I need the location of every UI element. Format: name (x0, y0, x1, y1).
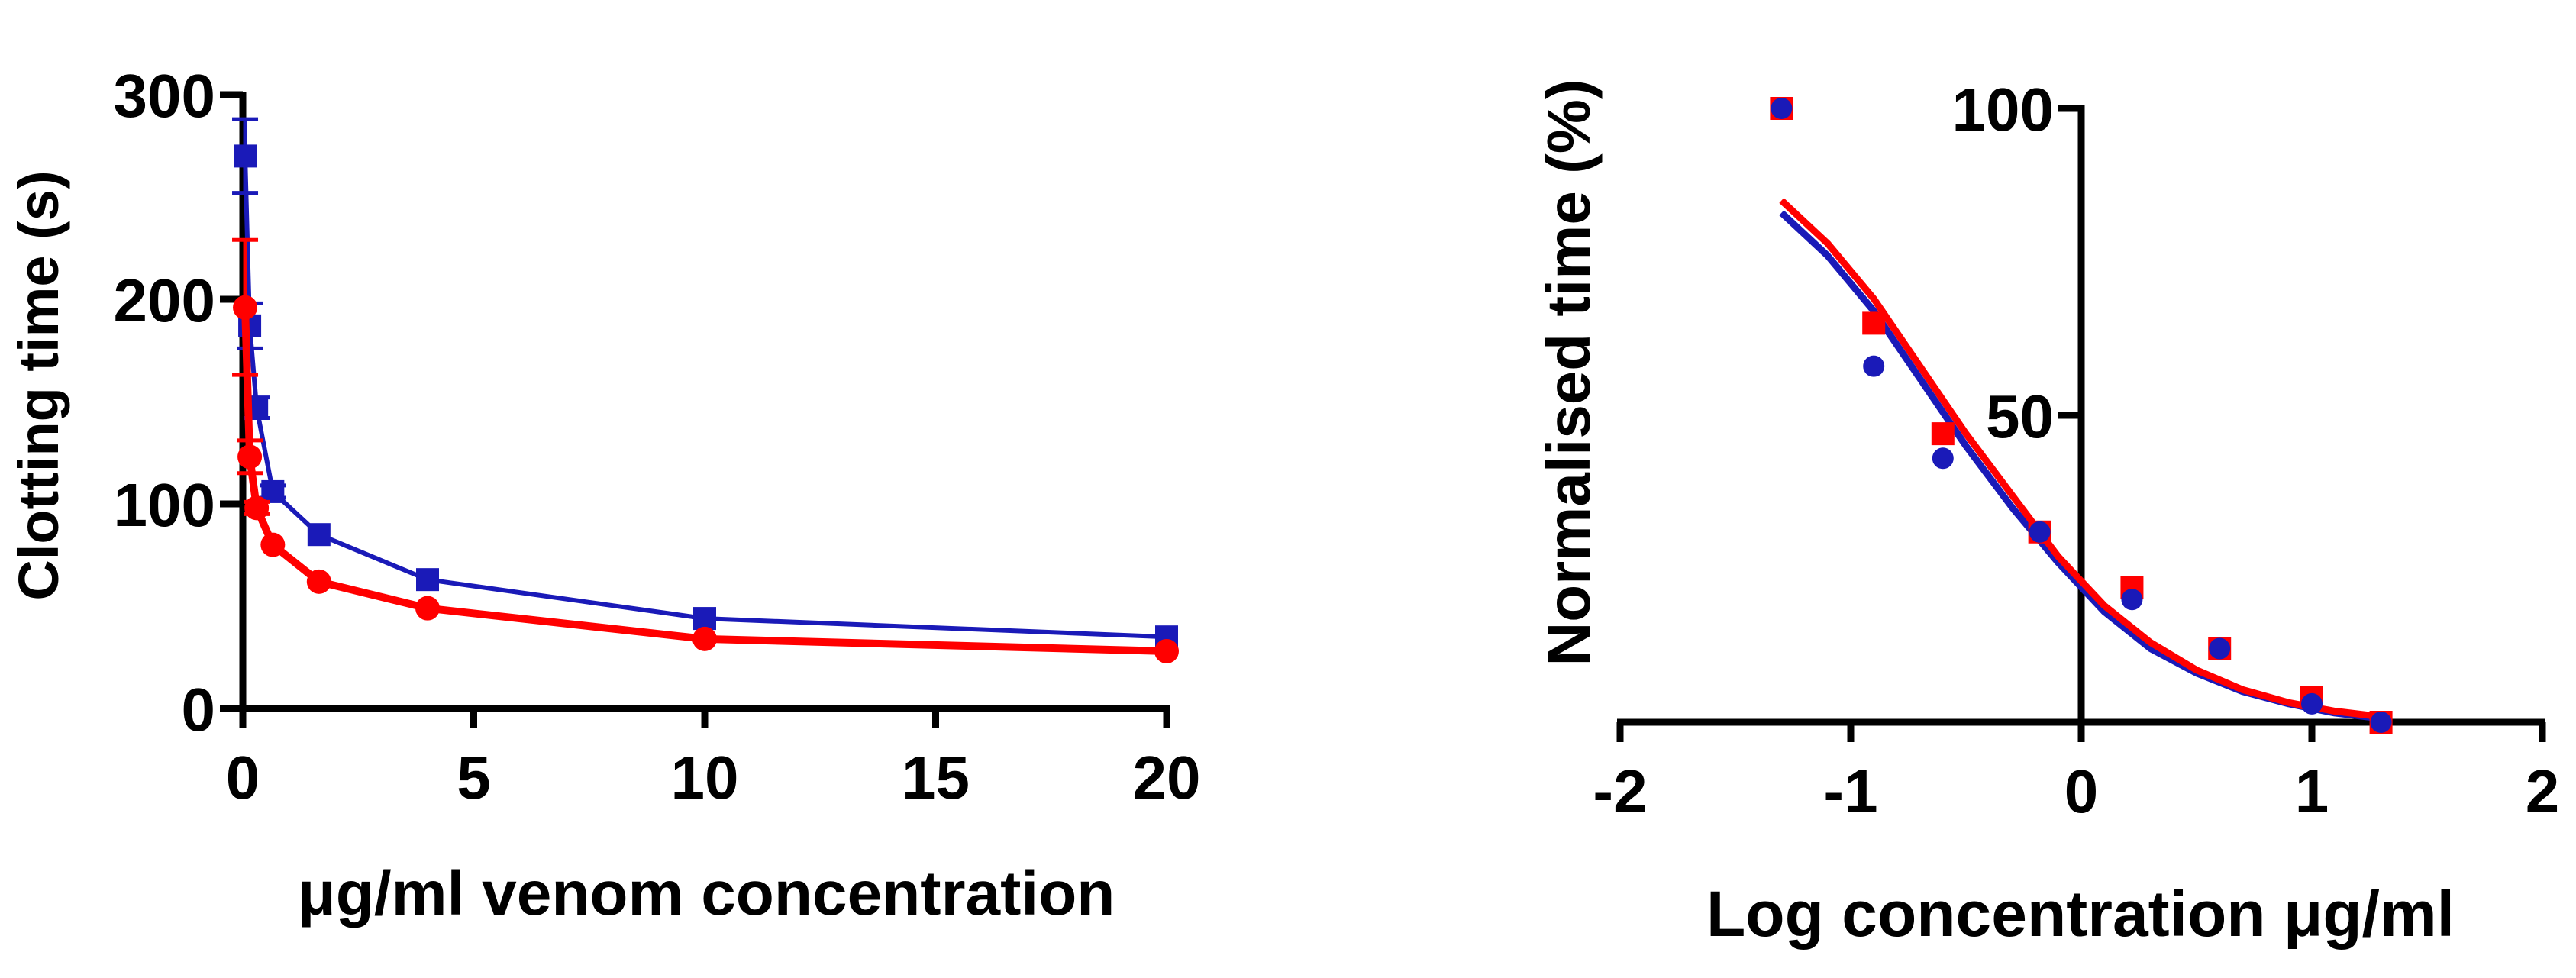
left-series-line (243, 156, 1167, 640)
right-data-point (1771, 98, 1793, 119)
right-x-tick-label: 2 (2526, 757, 2560, 825)
left-x-tick-label: 15 (902, 744, 970, 812)
right-x-axis-label: Log concentration μg/ml (1706, 878, 2455, 950)
right-data-point (1931, 422, 1955, 446)
left-data-point (260, 532, 286, 557)
left-x-tick-label: 5 (457, 744, 491, 812)
left-y-axis-label: Clotting time (s) (7, 170, 70, 600)
right-x-tick-label: 1 (2295, 757, 2329, 825)
right-data-point (2370, 712, 2392, 733)
left-y-tick-label: 100 (114, 471, 215, 539)
left-data-point (692, 626, 717, 651)
left-data-point (237, 444, 263, 470)
left-data-point (233, 295, 258, 320)
left-data-point (234, 144, 257, 168)
left-data-point (244, 495, 270, 521)
right-y-axis-label: Normalised time (%) (1535, 79, 1603, 666)
right-data-point (1863, 355, 1885, 377)
right-x-tick-label: -2 (1593, 757, 1647, 825)
left-data-point (416, 568, 439, 592)
left-data-point (693, 607, 716, 631)
left-series-line (241, 307, 1167, 655)
right-data-point (2029, 521, 2051, 543)
left-data-point (306, 569, 331, 594)
right-x-tick-label: 0 (2064, 757, 2099, 825)
right-y-tick-label: 100 (1952, 76, 2054, 144)
right-data-point (2121, 589, 2143, 611)
left-y-tick-label: 300 (114, 62, 215, 130)
right-chart: 50 100 -2 -1 0 1 2 (1593, 76, 2559, 825)
right-data-point (1862, 311, 1886, 335)
right-x-tick-label: -1 (1823, 757, 1877, 825)
right-data-point (2209, 637, 2231, 660)
left-y-tick-label: 200 (114, 266, 215, 334)
left-y-tick-label: 0 (182, 676, 216, 744)
left-data-point (1154, 638, 1179, 663)
right-fit-curve (1779, 198, 2382, 721)
right-data-point (1932, 447, 1954, 470)
right-y-tick-label: 50 (1986, 382, 2054, 450)
left-x-tick-label: 10 (671, 744, 739, 812)
left-data-point (307, 523, 331, 547)
right-data-point (2301, 692, 2323, 715)
left-x-tick-label: 20 (1133, 744, 1201, 812)
left-data-point (415, 596, 440, 621)
left-x-tick-label: 0 (226, 744, 260, 812)
left-x-axis-label: μg/ml venom concentration (298, 859, 1115, 928)
left-chart: 0 100 200 300 0 5 10 15 20 (114, 62, 1201, 812)
